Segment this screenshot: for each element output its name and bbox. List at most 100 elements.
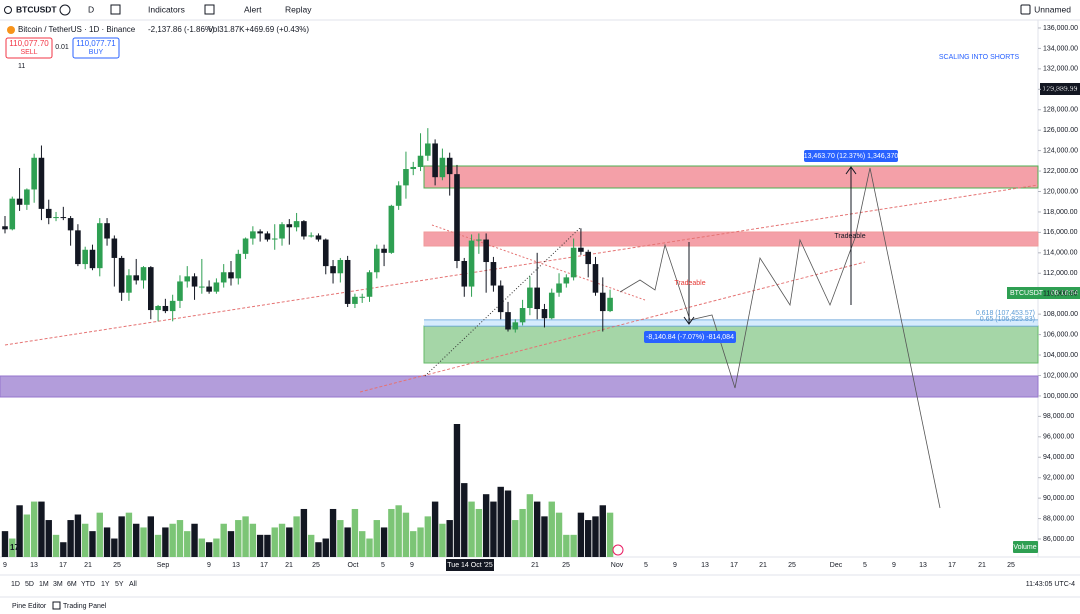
buy-label[interactable]: BUY: [89, 49, 104, 56]
volume-bar: [388, 508, 395, 557]
volume-bar: [154, 534, 162, 557]
indicator-count[interactable]: 11: [18, 63, 25, 70]
buy-price[interactable]: 110,077.71: [76, 39, 116, 48]
candle-body: [497, 285, 504, 313]
volume-bar: [300, 508, 308, 557]
candle-body: [75, 230, 81, 265]
range-button[interactable]: 1D: [11, 581, 20, 588]
replay[interactable]: Replay: [285, 4, 312, 14]
y-tick-label: 122,000.00: [1043, 168, 1078, 175]
volume-bar: [271, 527, 278, 557]
y-tick-label: 114,000.00: [1043, 250, 1078, 257]
volume-bar: [1, 531, 9, 557]
interval[interactable]: D: [88, 4, 94, 14]
trading-panel[interactable]: Trading Panel: [63, 603, 107, 610]
search-icon[interactable]: [4, 6, 12, 14]
layout-icon[interactable]: [1020, 4, 1031, 15]
volume-bar: [344, 527, 351, 557]
candle-body: [410, 166, 417, 170]
volume-bar: [191, 523, 198, 557]
range-button[interactable]: 1Y: [101, 581, 110, 588]
volume-bar: [373, 520, 380, 557]
events-icon[interactable]: [612, 544, 624, 556]
candle-body: [315, 235, 322, 240]
fib-618-label: 0.618 (107,453.57): [976, 310, 1035, 317]
candle-body: [395, 185, 402, 206]
volume-bar: [424, 516, 432, 557]
buy-button[interactable]: [72, 37, 120, 59]
volume-bar: [490, 501, 497, 557]
layout-name[interactable]: Unnamed: [1034, 4, 1071, 14]
x-tick-label: Dec: [830, 562, 843, 569]
x-tick-label: 21: [531, 562, 539, 569]
candle-body: [599, 292, 606, 312]
alert[interactable]: Alert: [244, 4, 262, 14]
candle-body: [220, 272, 227, 283]
candle-body: [213, 282, 220, 292]
volume-bar: [293, 516, 300, 557]
range-button[interactable]: 1M: [39, 581, 49, 588]
last-symbol: BTCUSDT: [1010, 290, 1044, 297]
add-symbol[interactable]: [59, 4, 71, 16]
range-button[interactable]: 5D: [25, 581, 34, 588]
candle-body: [330, 266, 336, 274]
sell-price[interactable]: 110,077.70: [9, 39, 49, 48]
volume-bar: [402, 512, 410, 557]
y-tick-label: 120,000.00: [1043, 188, 1078, 195]
range-button[interactable]: 5Y: [115, 581, 124, 588]
symbol[interactable]: BTCUSDT: [16, 4, 57, 14]
range-button[interactable]: 3M: [53, 581, 63, 588]
volume-bar: [351, 508, 359, 557]
volume-bar: [147, 516, 154, 557]
candle-body: [527, 287, 533, 309]
arrow-head: [683, 316, 695, 325]
pine-editor[interactable]: Pine Editor: [12, 603, 47, 610]
volume-bar: [307, 534, 315, 557]
volume-bar: [74, 514, 82, 557]
range-button[interactable]: YTD: [81, 581, 95, 588]
candle-body: [476, 239, 482, 241]
clock: 11:43:05 UTC-4: [1026, 581, 1075, 588]
volume-bar: [461, 483, 468, 557]
volume-bar: [205, 542, 213, 557]
volume-bar: [431, 501, 439, 557]
fib-band: [424, 320, 1038, 326]
chart-type[interactable]: [110, 4, 121, 15]
y-tick-label: 90,000.00: [1043, 495, 1074, 502]
legend-volume: Vol31.87K: [208, 25, 245, 34]
volume-bar: [133, 523, 140, 557]
candle-body: [155, 305, 161, 311]
x-tick-label: 13: [30, 562, 38, 569]
range-button[interactable]: 6M: [67, 581, 77, 588]
target-down: -8,140.84 (-7.07%) -814,084: [646, 334, 734, 341]
candle-body: [432, 143, 438, 178]
volume-bar: [9, 538, 16, 557]
candle-body: [96, 223, 103, 269]
candle-body: [585, 251, 591, 265]
volume-bar: [242, 516, 249, 557]
candle-body: [381, 248, 387, 253]
coin-icon: [7, 26, 15, 34]
volume-bar: [541, 516, 548, 557]
volume-bar: [60, 542, 67, 557]
y-tick-label: 104,000.00: [1043, 352, 1078, 359]
sell-label[interactable]: SELL: [20, 49, 37, 56]
candle-body: [126, 275, 132, 293]
sell-button[interactable]: [5, 37, 53, 59]
volume-bar: [366, 538, 373, 557]
templates[interactable]: [204, 4, 215, 15]
y-tick-label: 124,000.00: [1043, 147, 1078, 154]
range-button[interactable]: All: [129, 581, 137, 588]
x-tick-label: 21: [285, 562, 293, 569]
candle-body: [512, 322, 519, 330]
x-tick-label: 25: [113, 562, 121, 569]
candle-body: [607, 297, 613, 312]
y-tick-label: 118,000.00: [1043, 209, 1078, 216]
x-tick-label: 21: [759, 562, 767, 569]
indicators[interactable]: Indicators: [148, 4, 185, 14]
candle-body: [162, 305, 169, 312]
candle-body: [578, 247, 584, 252]
crosshair-price-badge: [1040, 83, 1080, 95]
x-tick-label: 13: [919, 562, 927, 569]
candle-body: [366, 272, 373, 297]
